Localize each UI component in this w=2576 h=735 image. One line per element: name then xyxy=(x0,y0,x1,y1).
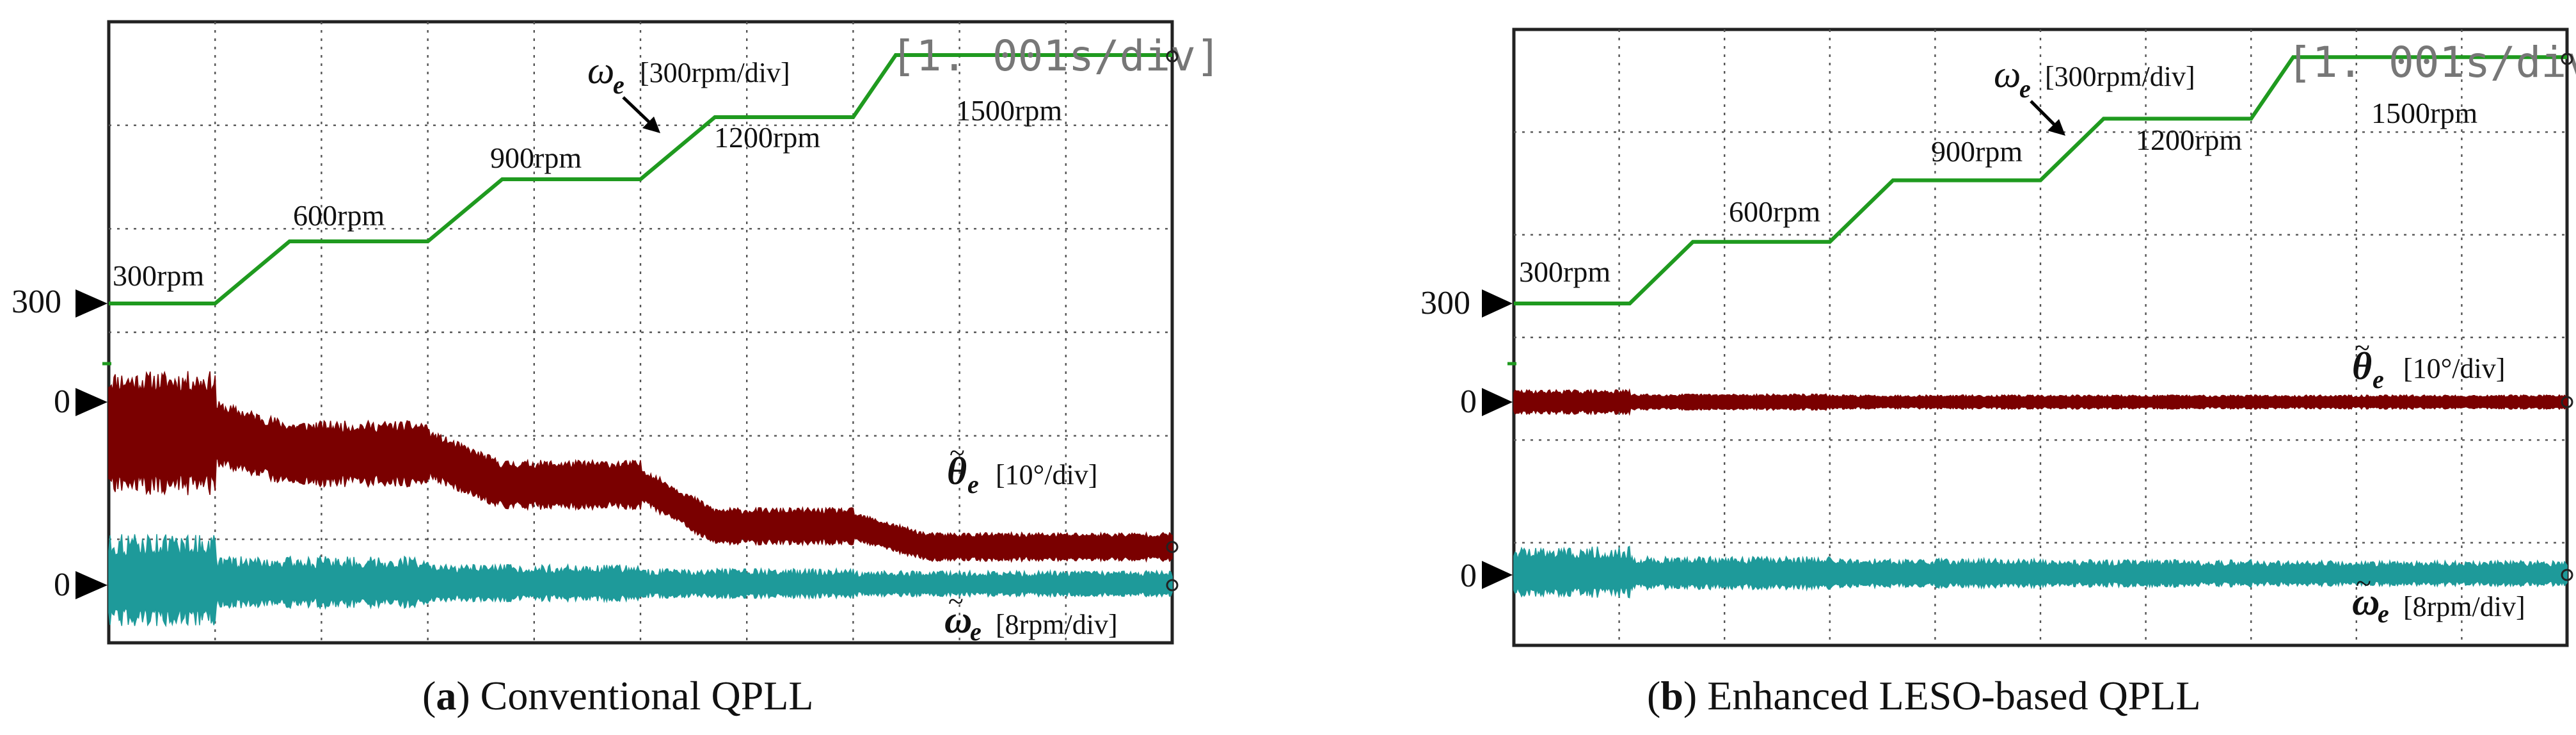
panel-b-timebase: [1. 001s/div] xyxy=(2287,38,2576,87)
panel-a-step-label-1200: 1200rpm xyxy=(714,121,820,154)
panel-a-speed-ground-arrow xyxy=(76,289,107,318)
panel-a-angle-ground-marker: 0 xyxy=(54,384,107,420)
panel-b-step-label-600: 600rpm xyxy=(1729,195,1820,228)
panel-a-trace-end-dot xyxy=(1166,540,1179,553)
panel-b-angle-ground-marker: 0 xyxy=(1460,384,1513,420)
panel-b-angle-scale: [10°/div] xyxy=(2403,353,2505,384)
panel-a-trace-end-marker xyxy=(1166,50,1179,63)
panel-b-speed-ground-marker: 300 xyxy=(1420,285,1513,321)
panel-b-caption-close: ) xyxy=(1683,673,1707,718)
panel-a-angle-error-trace xyxy=(108,371,1173,563)
panel-a-speed-trace xyxy=(109,53,1172,305)
panel-a-speed-annotation: ω e [300rpm/div] xyxy=(587,49,790,133)
panel-a-conventional-qpll: 300 0 0 [1. 001s/div] ω e [300rpm/div] 3… xyxy=(12,20,1221,718)
panel-a-step-label-600: 600rpm xyxy=(293,199,385,232)
panel-b-speed-error-scale: [8rpm/div] xyxy=(2403,591,2525,622)
panel-b-angle-symbol: θ xyxy=(2352,345,2372,387)
panel-a-speed-symbol: ω xyxy=(587,49,614,92)
panel-b-caption-title: Enhanced LESO-based QPLL xyxy=(1707,673,2200,718)
panel-b-speed-subscript: e xyxy=(2019,74,2031,103)
panel-b-trace-end-marker xyxy=(2561,52,2573,65)
panel-b-angle-error-annotation: θ ~ e [10°/div] xyxy=(2352,332,2505,394)
panel-b-step-label-300: 300rpm xyxy=(1519,255,1610,288)
panel-b-speed-arrow-line xyxy=(2030,100,2058,128)
panel-b-grid xyxy=(1514,29,2567,645)
panel-b-angle-error-trace xyxy=(1513,388,2568,416)
panel-a-speed-error-annotation: ω ~ e [8rpm/div] xyxy=(944,586,1118,646)
panel-a-angle-scale: [10°/div] xyxy=(996,459,1097,490)
panel-b-enhanced-leso-qpll: 300 0 0 [1. 001s/div] ω e [300rpm/div] 3… xyxy=(1420,28,2576,718)
panel-a-speed-subscript: e xyxy=(613,70,624,99)
panel-b-speed-scale: [300rpm/div] xyxy=(2045,61,2195,92)
panel-b-speed-error-ground-arrow xyxy=(1482,561,1513,589)
panel-b-traces xyxy=(1507,55,2573,599)
panel-b-step-label-1200: 1200rpm xyxy=(2136,124,2242,156)
panel-a-angle-error-annotation: θ ~ e [10°/div] xyxy=(947,437,1097,499)
panel-b-speed-error-symbol: ω xyxy=(2352,581,2380,623)
panel-b-caption-text: (b) Enhanced LESO-based QPLL xyxy=(1647,673,2201,718)
panel-a-caption-text: (a) Conventional QPLL xyxy=(422,673,813,718)
panel-b-caption-letter: b xyxy=(1660,673,1683,718)
panel-a-angle-ground-arrow xyxy=(76,388,107,416)
panel-a-speed-arrow-line xyxy=(622,96,653,125)
panel-a-caption-open: ( xyxy=(422,673,436,718)
panel-b-trace-end-dot xyxy=(2561,396,2573,408)
panel-a-step-label-300: 300rpm xyxy=(113,259,204,292)
panel-a-speed-arrow-head xyxy=(642,117,660,133)
panel-b-trace-end-dot xyxy=(2561,569,2573,581)
panel-a-angle-subscript: e xyxy=(967,470,979,499)
panel-b-speed-ground-label: 300 xyxy=(1420,285,1470,321)
panel-a-caption-letter: a xyxy=(436,673,456,718)
panel-b-speed-symbol: ω xyxy=(1994,53,2021,95)
panel-a-caption-title: Conventional QPLL xyxy=(481,673,814,718)
panel-a-speed-error-ground-arrow xyxy=(76,571,107,599)
panel-a-speed-error-symbol: ω xyxy=(944,599,972,641)
panel-b-angle-ground-label: 0 xyxy=(1460,384,1477,420)
panel-a-speed-scale: [300rpm/div] xyxy=(640,57,790,88)
panel-a-angle-symbol: θ xyxy=(947,450,967,492)
panel-b-speed-error-ground-label: 0 xyxy=(1460,558,1477,594)
panel-b-angle-subscript: e xyxy=(2373,365,2384,394)
panel-b-step-label-1500: 1500rpm xyxy=(2371,97,2477,129)
panel-a-angle-tilde: ~ xyxy=(950,437,965,469)
panel-a-speed-error-trace xyxy=(108,533,1173,627)
panel-b-speed-annotation: ω e [300rpm/div] xyxy=(1994,53,2195,136)
panel-a-speed-ground-marker: 300 xyxy=(12,284,107,320)
panel-a-speed-error-ground-label: 0 xyxy=(54,567,70,603)
panel-a-timebase: [1. 001s/div] xyxy=(891,31,1221,81)
panel-a-caption: (a) Conventional QPLL xyxy=(422,673,813,718)
panel-b-speed-arrow-head xyxy=(2047,119,2065,136)
panel-a-angle-ground-label: 0 xyxy=(54,384,70,420)
panel-a-speed-error-tilde: ~ xyxy=(948,586,964,617)
panel-a-step-label-1500: 1500rpm xyxy=(956,94,1062,127)
panel-a-speed-error-subscript: e xyxy=(970,617,982,646)
panel-b-caption: (b) Enhanced LESO-based QPLL xyxy=(1647,673,2201,718)
panel-b-speed-error-trace xyxy=(1513,545,2568,599)
panel-b-step-label-900: 900rpm xyxy=(1931,135,2023,168)
panel-b-speed-ground-arrow xyxy=(1482,289,1513,318)
panel-a-trace-end-dot xyxy=(1166,579,1179,592)
panel-a-caption-close: ) xyxy=(456,673,480,718)
panel-a-traces xyxy=(102,53,1179,627)
panel-b-angle-ground-arrow xyxy=(1482,388,1513,416)
panel-b-speed-trace xyxy=(1514,55,2567,305)
panel-b-speed-error-annotation: ω ~ e [8rpm/div] xyxy=(2352,568,2525,628)
panel-b-speed-error-subscript: e xyxy=(2378,599,2389,628)
panel-a-step-label-900: 900rpm xyxy=(490,141,582,174)
panel-b-caption-open: ( xyxy=(1647,673,1660,718)
panel-a-speed-ground-label: 300 xyxy=(12,284,61,320)
panel-a-speed-error-scale: [8rpm/div] xyxy=(996,609,1118,640)
panel-a-speed-error-ground-marker: 0 xyxy=(54,567,107,603)
panel-b-speed-error-ground-marker: 0 xyxy=(1460,558,1513,594)
panel-b-speed-error-tilde: ~ xyxy=(2356,568,2371,599)
panel-b-angle-tilde: ~ xyxy=(2355,332,2370,364)
